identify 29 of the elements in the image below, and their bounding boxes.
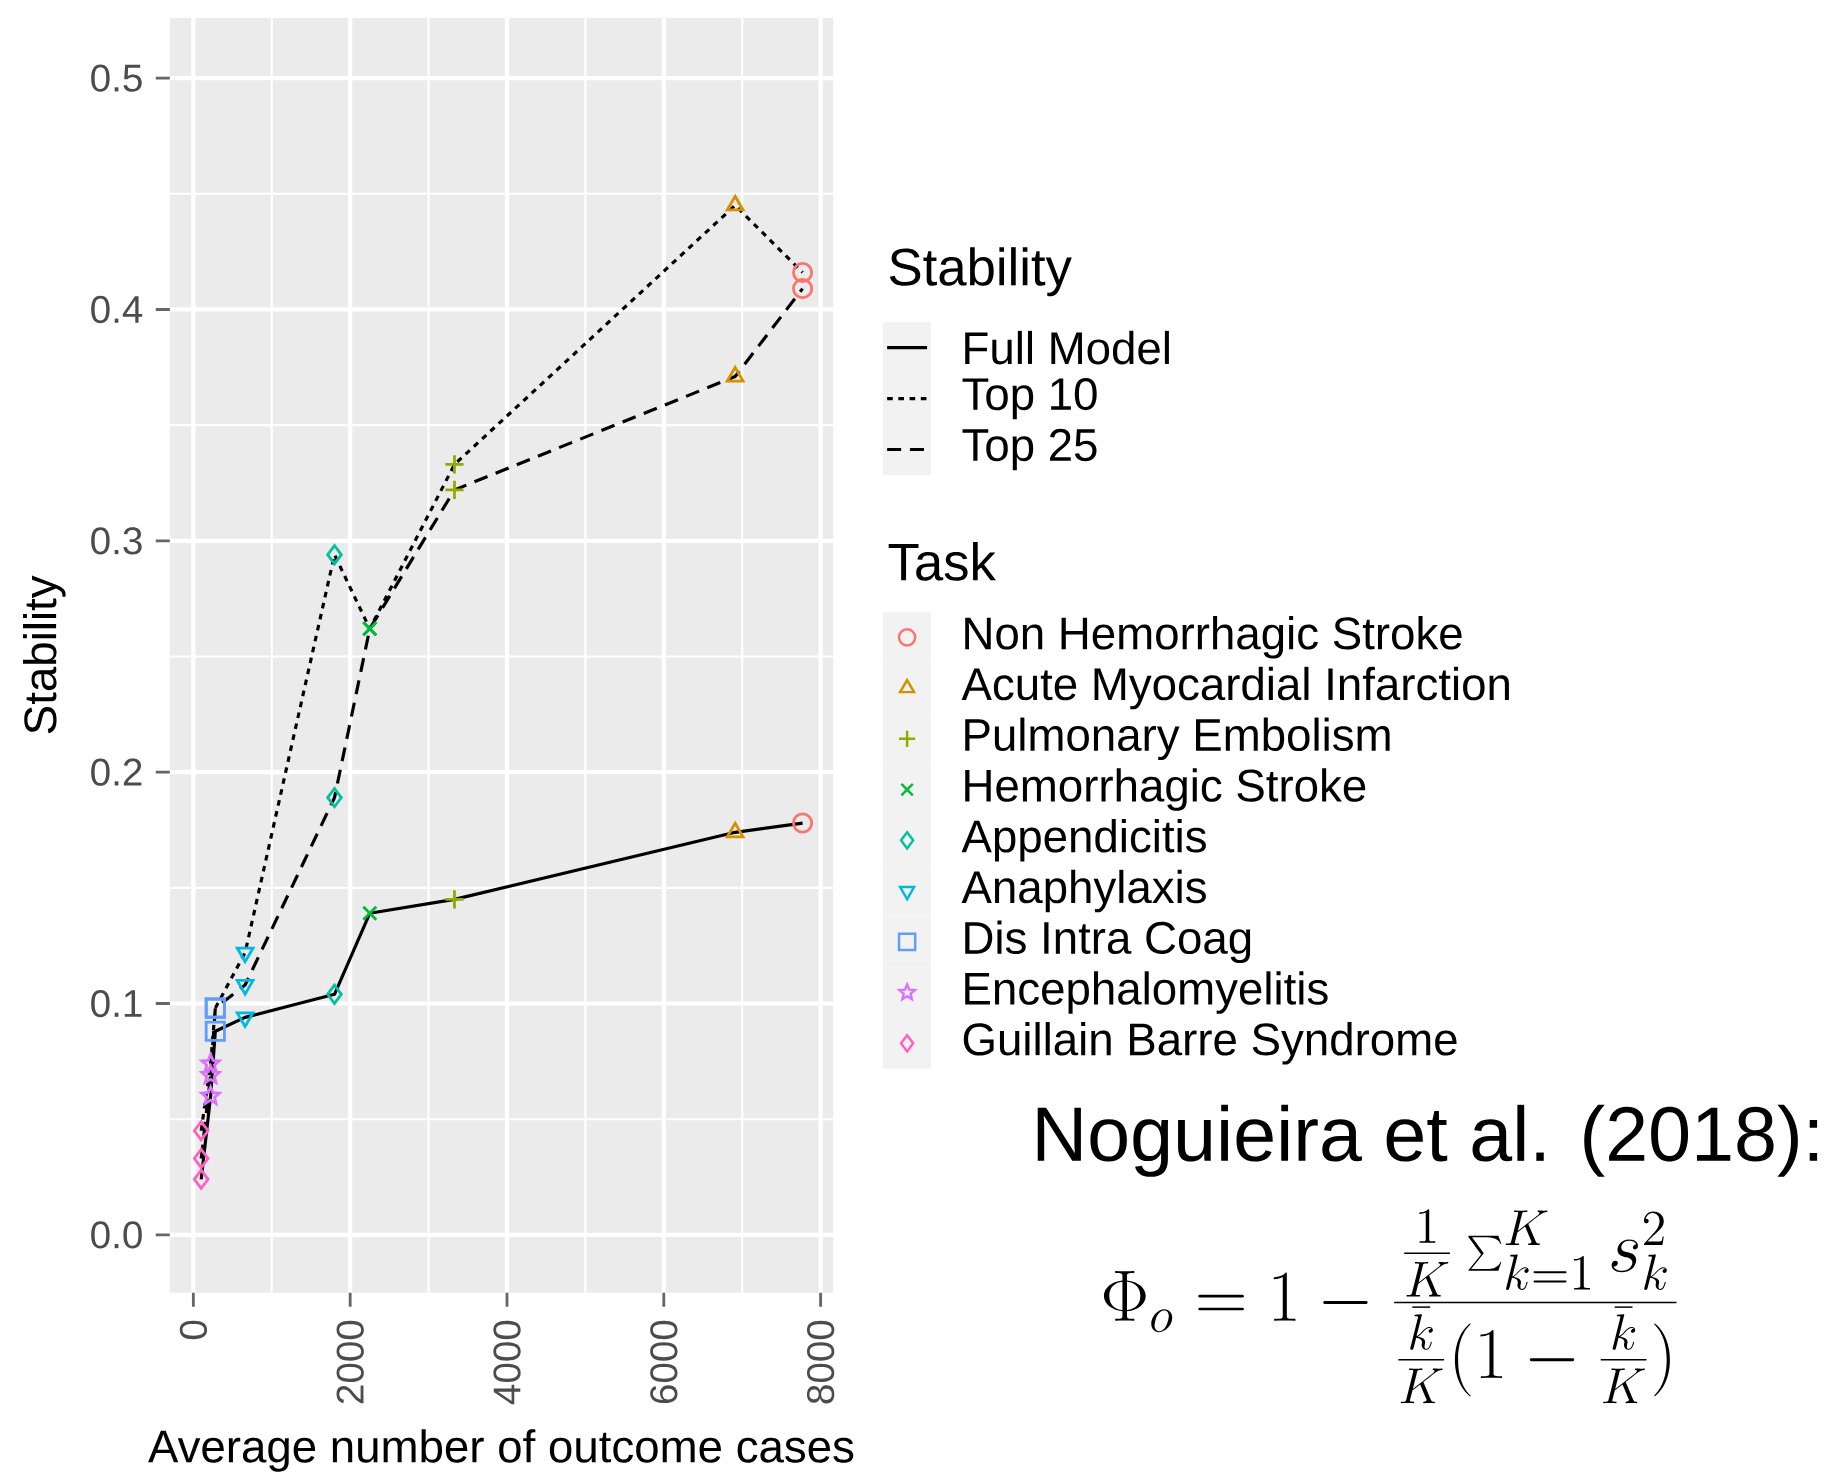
y-tick-label: 0.0	[91, 1221, 142, 1249]
legend-label: Full Model	[965, 330, 1169, 365]
y-axis-title: Stability	[23, 575, 66, 733]
legend-label: Guillain Barre Syndrome	[963, 1021, 1457, 1065]
legend-label: Hemorrhagic Stroke	[965, 768, 1366, 811]
y-tick-label: 0.4	[91, 295, 143, 323]
y-tick-label: 0.3	[91, 526, 142, 555]
legend-label: Non Hemorrhagic Stroke	[965, 615, 1462, 659]
y-tick-label: 0.2	[91, 758, 142, 786]
text: Stability	[889, 246, 1072, 297]
legend-label: Pulmonary Embolism	[965, 717, 1390, 760]
x-axis-title: Average number of outcome cases	[148, 1428, 854, 1472]
legend-label: Encephalomyelitis	[965, 971, 1328, 1014]
x-tick-label: 2000	[336, 1320, 364, 1403]
legend-label: Dis Intra Coag	[965, 920, 1251, 963]
text: Noguieira et al. (2018):	[1037, 1104, 1818, 1177]
x-tick-label: 6000	[650, 1320, 678, 1403]
x-tick-label: 4000	[493, 1320, 521, 1404]
y-tick-label: 0.5	[91, 64, 142, 92]
legend-label: Anaphylaxis	[961, 869, 1206, 913]
legend-label: Acute Myocardial Infarction	[961, 666, 1509, 710]
x-tick-label: 0	[179, 1320, 208, 1339]
text: Task	[888, 541, 996, 581]
legend-label: Top 25	[962, 428, 1097, 470]
y-tick-label: 0.1	[91, 989, 142, 1017]
x-tick-label: 8000	[806, 1320, 835, 1404]
legend-label: Appendicitis	[961, 818, 1206, 862]
text: $\Phi_o = 1 - \frac{\frac{1}{K}\sum_{k=1}^{K} s_k^2}{\frac{\bar{k}}{K}(1 - \frac{\bar{k}}{K})}$	[1103, 1209, 1677, 1403]
legend-label: Top 10	[962, 377, 1097, 420]
